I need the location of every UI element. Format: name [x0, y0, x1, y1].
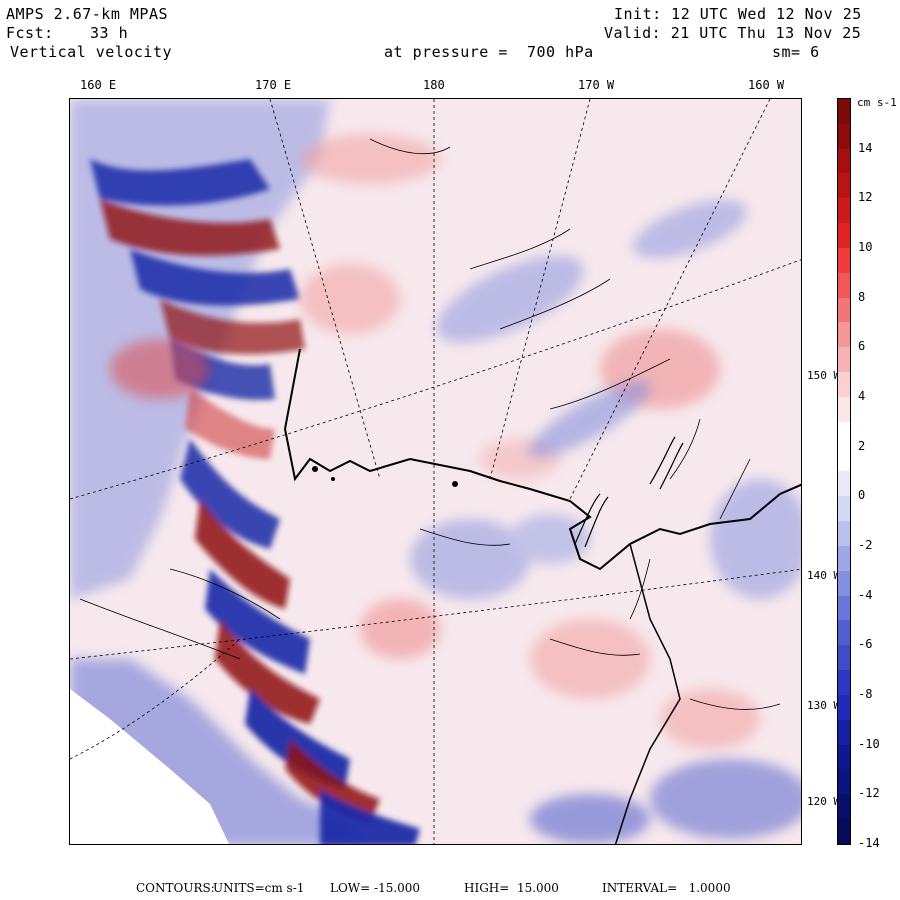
colorbar-segment	[838, 769, 850, 795]
colorbar-segment	[838, 99, 850, 124]
colorbar-segment	[838, 496, 850, 522]
colorbar-segment	[838, 545, 850, 571]
field-name: Vertical velocity	[10, 43, 173, 61]
meridian-160w	[569, 99, 771, 500]
colorbar-tick-label: 12	[858, 190, 873, 205]
mountain-wave-band	[90, 159, 420, 844]
lon-label-170e: 170 E	[255, 78, 292, 92]
colorbar-tick-label: -8	[858, 687, 873, 701]
colorbar-segment	[838, 322, 850, 348]
model-title: AMPS 2.67-km MPAS	[6, 5, 169, 23]
colorbar-segment	[838, 794, 850, 820]
coastline-east	[614, 543, 681, 844]
contour-lines	[79, 138, 781, 710]
colorbar-segment	[838, 471, 850, 497]
footer-high: HIGH= 15.000	[464, 881, 559, 895]
negative-patches	[410, 199, 801, 844]
forecast-label: Fcst:	[6, 24, 54, 42]
lon-label-170w: 170 W	[578, 78, 615, 92]
colorbar-segment	[838, 347, 850, 373]
colorbar-segment	[838, 148, 850, 174]
lat-label-130w: 130 W	[806, 699, 842, 712]
pressure-level: at pressure = 700 hPa	[384, 43, 594, 61]
colorbar-segment	[838, 396, 850, 422]
colorbar-segment	[838, 694, 850, 720]
lat-label-150w: 150 W	[806, 369, 842, 382]
colorbar-segment	[838, 645, 850, 671]
colorbar-segment	[838, 719, 850, 745]
islands	[312, 466, 458, 487]
smoothing: sm= 6	[772, 43, 820, 61]
lon-label-180: 180	[423, 78, 445, 92]
map-canvas	[70, 99, 801, 844]
colorbar-segment	[838, 223, 850, 248]
colorbar-tick-label: 0	[858, 488, 866, 503]
colorbar-segment	[838, 297, 850, 323]
init-time: Init: 12 UTC Wed 12 Nov 25	[614, 5, 862, 23]
colorbar-tick-label: 14	[858, 140, 873, 155]
lat-label-120w: 120 W	[806, 795, 842, 808]
colorbar-segment	[838, 173, 850, 199]
colorbar-segment	[838, 421, 850, 447]
forecast-hours: 33 h	[90, 24, 129, 42]
colorbar-segment	[838, 446, 850, 472]
colorbar-segment	[838, 198, 850, 224]
colorbar-segment	[838, 819, 850, 844]
lat-label-140w: 140 W	[806, 569, 842, 582]
valid-time: Valid: 21 UTC Thu 13 Nov 25	[604, 24, 862, 42]
colorbar-tick-label: -12	[858, 786, 880, 801]
colorbar-units: cm s-1	[857, 96, 897, 109]
colorbar-segment	[838, 521, 850, 546]
wave-streaks	[574, 436, 684, 548]
colorbar-tick-label: -6	[858, 637, 873, 652]
colorbar-segment	[838, 595, 850, 621]
colorbar-segment	[838, 372, 850, 397]
parallel-2	[70, 568, 801, 660]
colorbar-tick-label: 10	[858, 240, 873, 254]
colorbar-segment	[838, 620, 850, 646]
parallel-3	[70, 638, 241, 760]
colorbar-segment	[838, 670, 850, 695]
colorbar-segment	[838, 123, 850, 149]
footer-contours: CONTOURS:	[136, 881, 215, 895]
lon-label-160e: 160 E	[80, 78, 117, 92]
footer-units: UNITS=cm s-1	[213, 881, 305, 895]
bottom-left-void	[70, 689, 230, 844]
colorbar-tick-label: -4	[858, 587, 873, 602]
colorbar-segment	[838, 272, 850, 298]
colorbar-tick-label: 2	[858, 438, 866, 453]
colorbar-tick-label: 4	[858, 389, 866, 403]
parallel-1	[70, 259, 801, 500]
footer-interval: INTERVAL= 1.0000	[602, 881, 731, 895]
colorbar-segment	[838, 744, 850, 770]
colorbar-tick-label: -10	[858, 736, 880, 751]
colorbar-tick-label: -2	[858, 538, 873, 552]
colorbar-tick-label: -14	[858, 836, 880, 850]
lon-label-160w: 160 W	[748, 78, 785, 92]
colorbar	[837, 98, 851, 845]
footer-low: LOW= -15.000	[330, 881, 421, 895]
vertical-velocity-map	[69, 98, 802, 845]
colorbar-tick-label: 6	[858, 339, 866, 354]
colorbar-segment	[838, 247, 850, 273]
colorbar-tick-label: 8	[858, 289, 866, 304]
colorbar-segment	[838, 570, 850, 596]
ice-shelf-front	[283, 348, 801, 571]
